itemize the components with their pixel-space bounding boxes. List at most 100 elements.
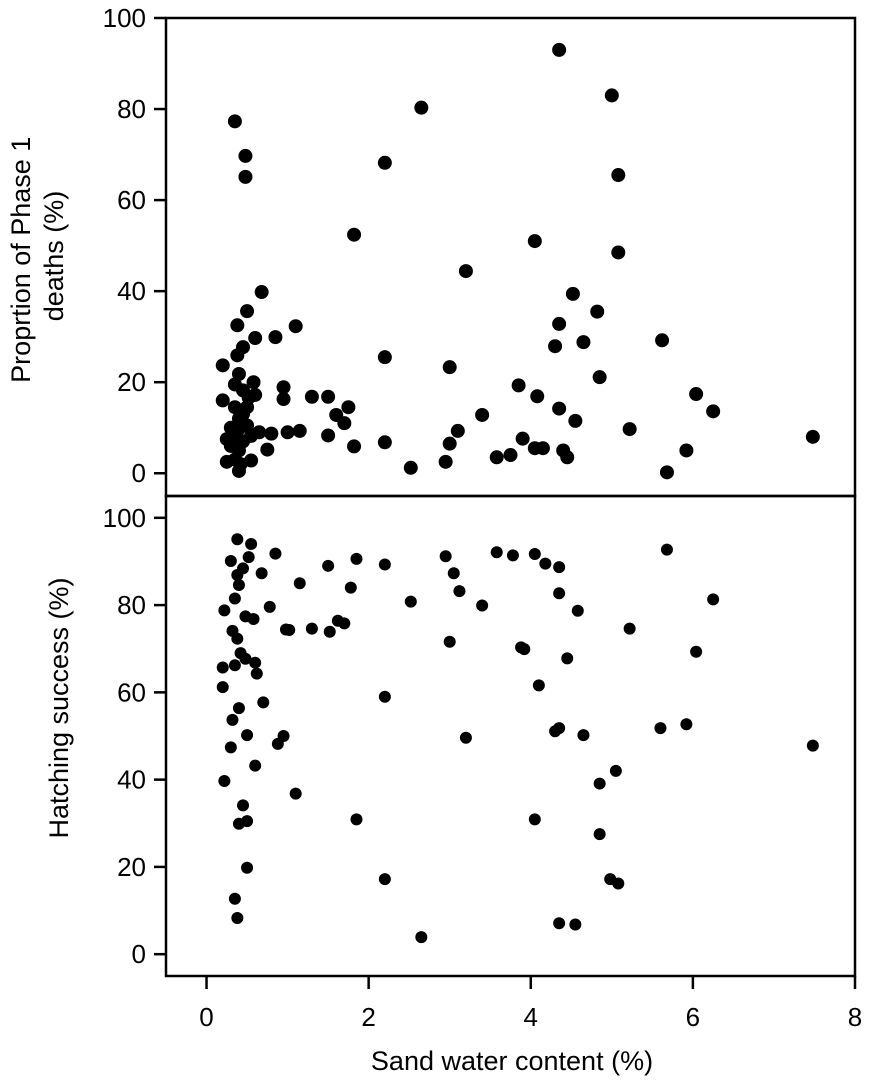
- hatching-data-point: [415, 931, 428, 944]
- hatching-y-axis: 0 20 40 60 80 100: [103, 503, 166, 969]
- hatching-data-point: [506, 549, 519, 562]
- phase1-y-tick-label: 0: [132, 458, 146, 488]
- phase1-data-point: [377, 350, 392, 365]
- phase1-data-point: [238, 169, 253, 184]
- phase1-data-point: [527, 234, 542, 249]
- hatching-data-point: [490, 546, 503, 559]
- hatching-y-axis-title: Hatching success (%): [44, 577, 74, 838]
- phase1-data-point: [337, 416, 352, 431]
- hatching-y-tick-label: 100: [103, 503, 146, 533]
- hatching-data-point: [232, 702, 245, 715]
- phase1-data-point: [611, 245, 626, 260]
- phase1-data-point: [535, 441, 550, 456]
- hatching-data-point: [690, 645, 703, 658]
- phase1-data-point: [689, 387, 704, 402]
- phase1-data-point: [230, 318, 245, 333]
- phase1-data-point: [246, 375, 261, 390]
- phase1-data-point: [227, 114, 242, 129]
- phase1-data-point: [276, 380, 291, 395]
- phase1-data-point: [655, 333, 670, 348]
- hatching-y-tick-label: 60: [117, 677, 146, 707]
- phase1-data-point: [233, 457, 248, 472]
- hatching-data-point: [654, 722, 667, 735]
- phase1-data-point: [377, 435, 392, 450]
- phase1-data-point: [458, 264, 473, 279]
- phase1-data-point: [706, 404, 721, 419]
- phase1-data-point: [347, 439, 362, 454]
- phase1-data-point: [240, 304, 255, 319]
- hatching-data-point: [218, 774, 231, 787]
- hatching-data-point: [226, 713, 239, 726]
- phase1-data-point: [276, 392, 291, 407]
- hatching-data-point: [404, 595, 417, 608]
- phase1-data-point: [552, 401, 567, 416]
- phase1-data-point: [565, 286, 580, 301]
- hatching-data-point: [249, 656, 262, 669]
- hatching-data-point: [680, 718, 693, 731]
- hatching-data-point: [241, 815, 254, 828]
- x-axis: 0 2 4 6 8: [199, 976, 862, 1032]
- phase1-data-point: [659, 465, 674, 480]
- hatching-data-point: [228, 592, 241, 605]
- hatching-data-point: [245, 538, 258, 550]
- hatching-data-point: [569, 918, 582, 931]
- hatching-data-point: [518, 643, 531, 656]
- phase1-data-point: [321, 428, 336, 443]
- phase1-data-point: [292, 423, 307, 438]
- phase1-deaths-panel: 0 20 40 60 80 100 Proprtion of Phase 1 deaths…: [6, 3, 857, 498]
- phase1-data-point: [442, 436, 457, 451]
- hatching-data-point: [447, 567, 460, 580]
- phase1-data-point: [252, 425, 267, 440]
- phase1-y-tick-label: 60: [117, 185, 146, 215]
- phase1-data-point: [304, 389, 319, 404]
- phase1-data-point: [238, 148, 253, 163]
- phase1-data-point: [414, 100, 429, 115]
- hatching-data-point: [609, 764, 622, 777]
- hatching-data-point: [528, 548, 541, 561]
- phase1-points: [215, 42, 820, 480]
- x-tick-label: 8: [848, 1002, 862, 1032]
- phase1-data-point: [347, 227, 362, 242]
- hatching-data-point: [218, 604, 231, 617]
- hatching-y-tick-label: 20: [117, 852, 146, 882]
- hatching-data-point: [216, 661, 229, 674]
- hatching-data-point: [247, 613, 260, 626]
- hatching-data-point: [553, 587, 566, 600]
- phase1-data-point: [805, 429, 820, 444]
- phase1-data-point: [548, 339, 563, 354]
- hatching-plot-frame: [164, 494, 857, 978]
- phase1-data-point: [377, 155, 392, 170]
- hatching-data-point: [806, 739, 819, 752]
- phase1-data-point: [236, 340, 251, 355]
- phase1-y-tick-label: 80: [117, 94, 146, 124]
- hatching-data-point: [593, 828, 606, 841]
- phase1-data-point: [552, 42, 567, 57]
- hatching-data-point: [623, 622, 636, 635]
- hatching-data-point: [553, 917, 566, 930]
- phase1-data-point: [403, 460, 418, 475]
- hatching-data-point: [231, 911, 244, 924]
- hatching-data-point: [241, 861, 254, 874]
- phase1-data-point: [489, 450, 504, 465]
- hatching-data-point: [228, 892, 241, 905]
- x-axis-title: Sand water content (%): [371, 1046, 653, 1076]
- phase1-data-point: [321, 389, 336, 404]
- phase1-data-point: [260, 442, 275, 457]
- phase1-data-point: [280, 425, 295, 440]
- hatching-data-point: [283, 623, 296, 636]
- phase1-data-point: [604, 88, 619, 103]
- phase1-data-point: [244, 453, 259, 468]
- phase1-data-point: [590, 304, 605, 319]
- hatching-data-point: [561, 652, 574, 665]
- phase1-data-point: [215, 393, 230, 408]
- hatching-y-tick-label: 80: [117, 590, 146, 620]
- phase1-plot-frame: [164, 16, 857, 498]
- x-tick-label: 4: [524, 1002, 538, 1032]
- hatching-data-point: [257, 696, 270, 709]
- phase1-data-point: [341, 400, 356, 415]
- hatching-data-point: [593, 777, 606, 790]
- hatching-data-point: [443, 635, 456, 648]
- hatching-data-point: [241, 729, 254, 742]
- phase1-y-tick-label: 100: [103, 3, 146, 33]
